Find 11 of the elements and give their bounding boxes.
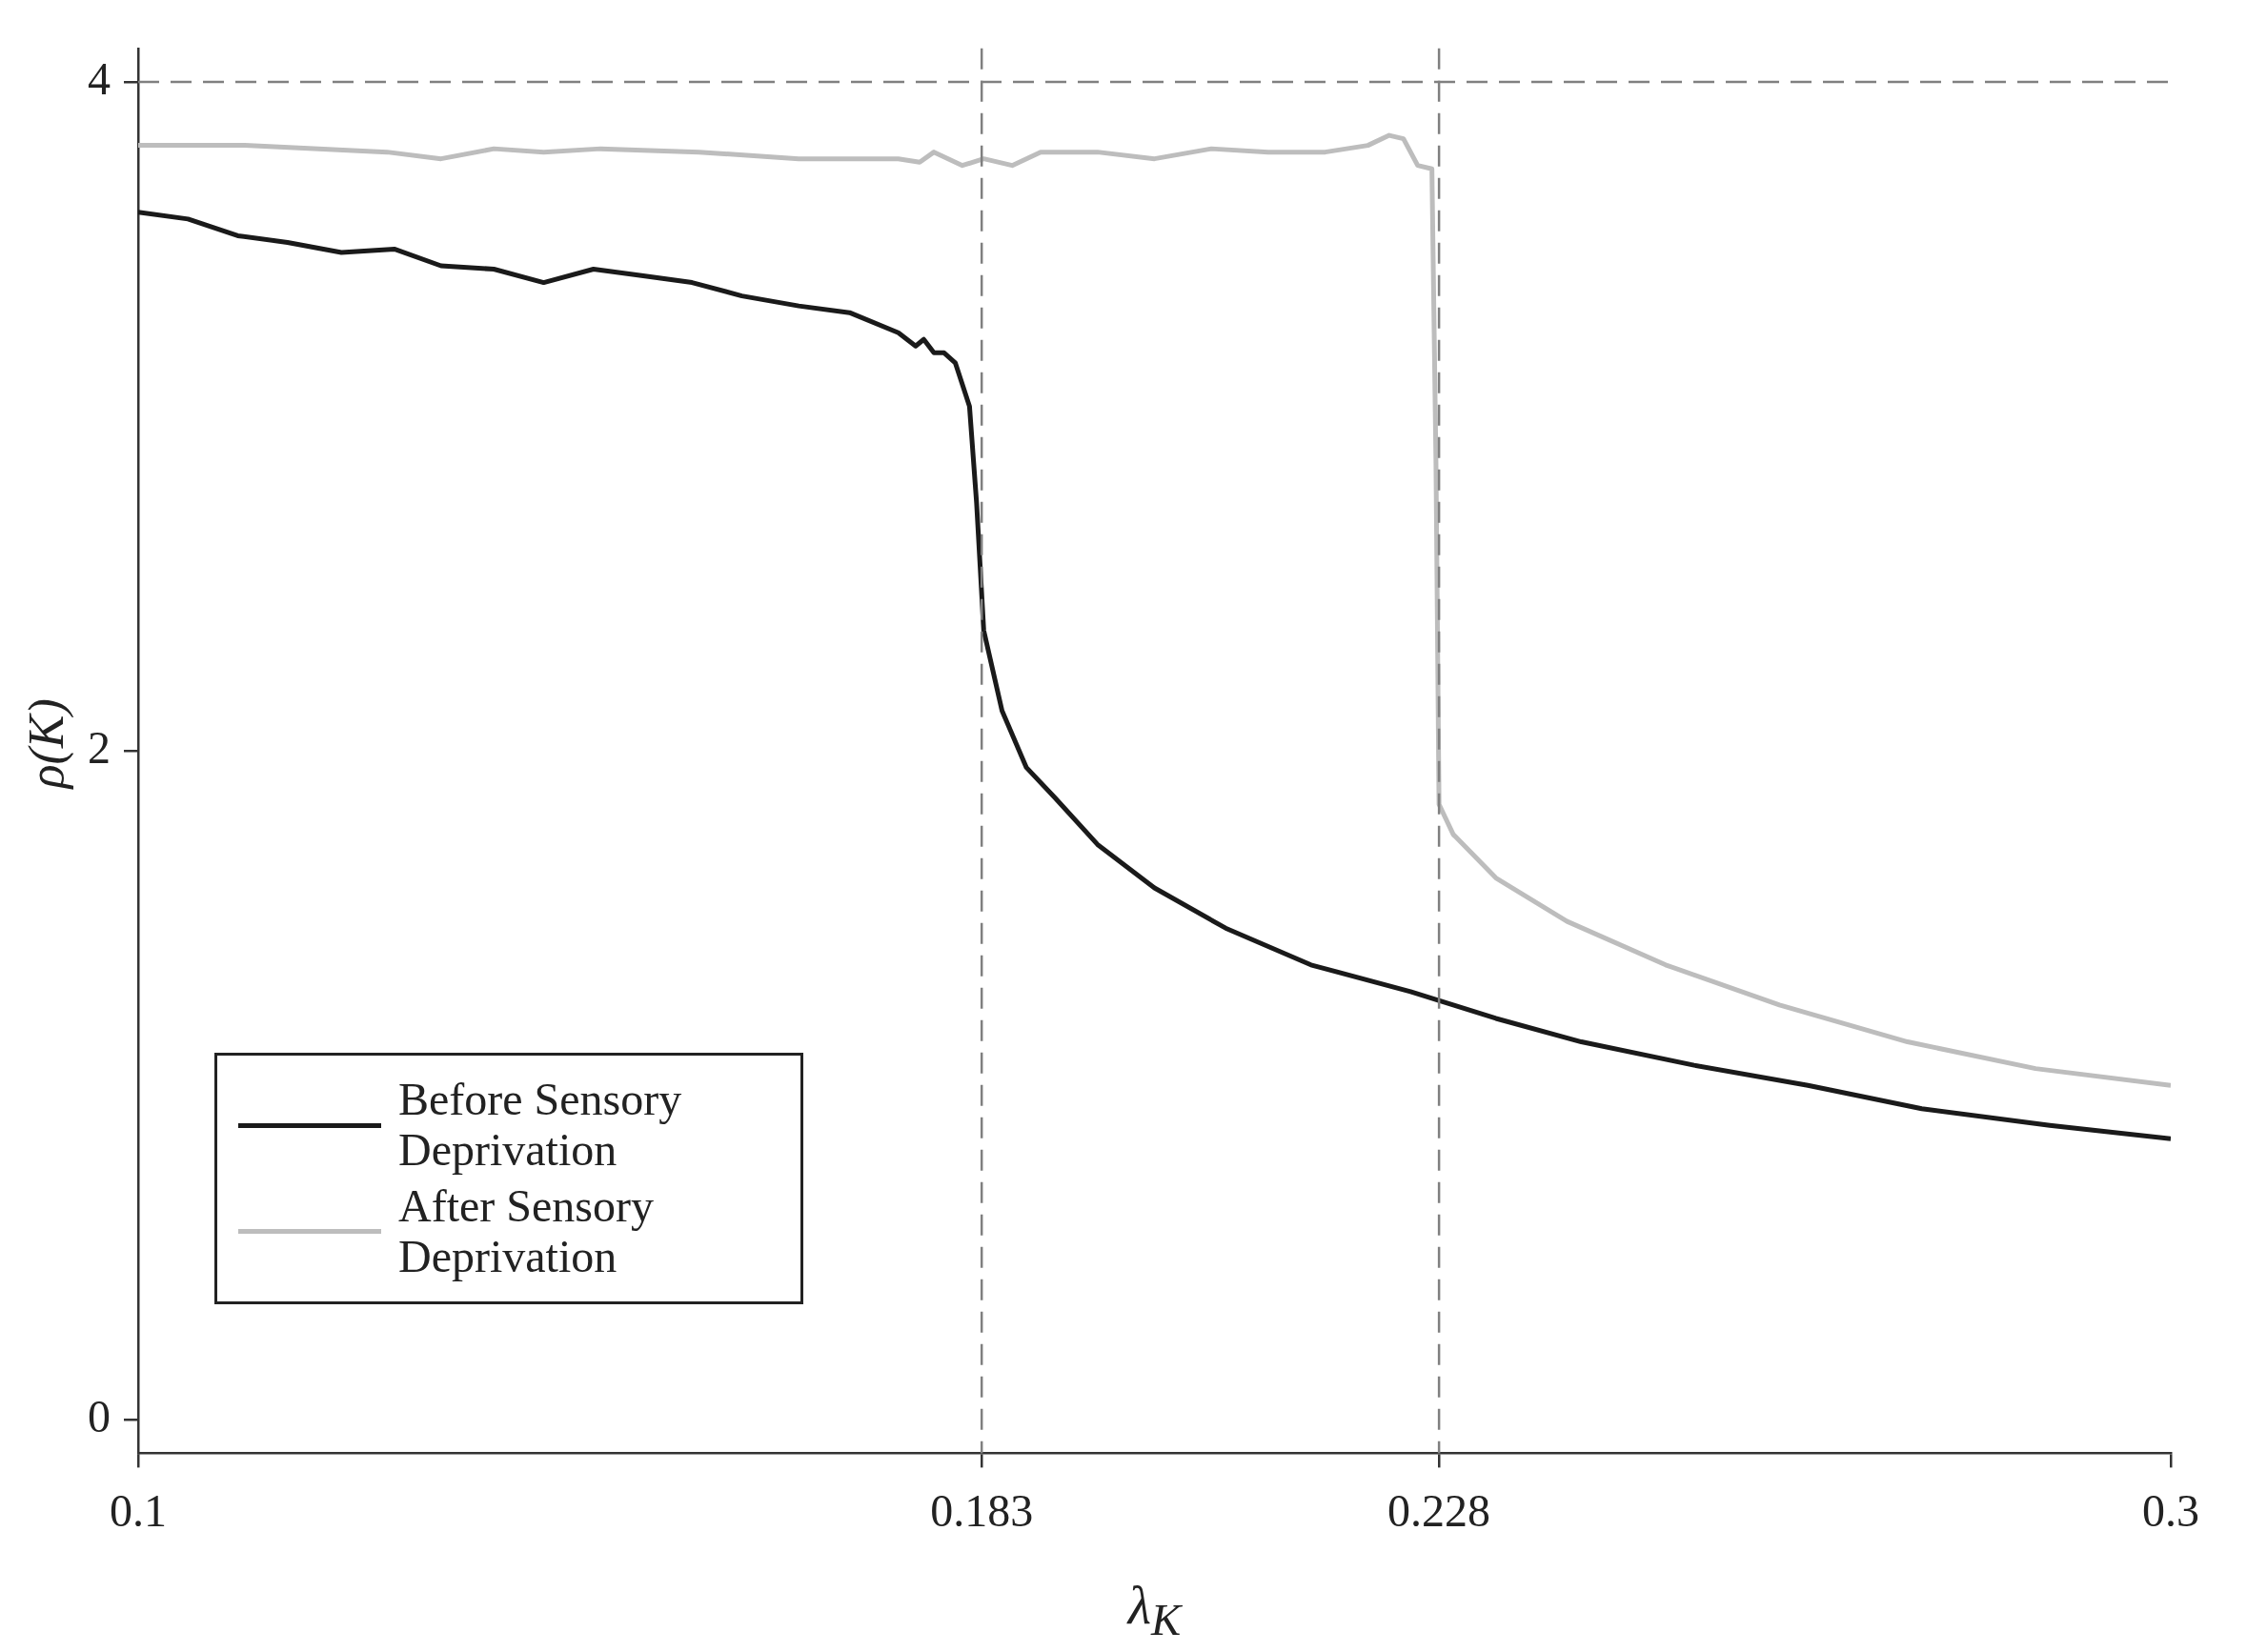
x-tick-label: 0.183 <box>930 1484 1034 1536</box>
legend-label: After Sensory Deprivation <box>398 1179 655 1282</box>
y-axis-title: ρ(K) <box>17 698 74 789</box>
x-tick-label: 0.3 <box>2142 1484 2199 1536</box>
x-axis-title: λ$_{K}$ <box>1125 1575 1184 1646</box>
y-tick-label: 4 <box>88 52 111 104</box>
legend-label: Before Sensory Deprivation <box>398 1074 683 1176</box>
y-tick-label: 2 <box>88 721 111 773</box>
y-tick-label: 0 <box>88 1390 111 1441</box>
x-tick-label: 0.228 <box>1387 1484 1491 1536</box>
x-tick-label: 0.1 <box>110 1484 167 1536</box>
